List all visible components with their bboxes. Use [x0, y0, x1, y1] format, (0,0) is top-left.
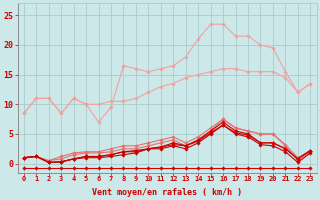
X-axis label: Vent moyen/en rafales ( km/h ): Vent moyen/en rafales ( km/h )	[92, 188, 242, 197]
